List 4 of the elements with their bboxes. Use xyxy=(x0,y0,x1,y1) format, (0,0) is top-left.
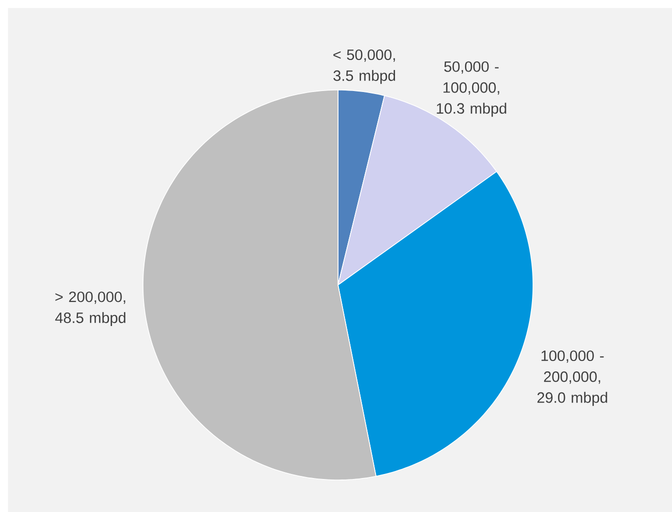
slice-label: 100,000 - 200,000, 29.0 mbpd xyxy=(537,350,608,406)
slice-label: > 200,000, 48.5 mbpd xyxy=(55,292,126,326)
slice-label: 50,000 - 100,000, 10.3 mbpd xyxy=(436,61,506,117)
slice-label: < 50,000, 3.5 mbpd xyxy=(333,49,396,84)
